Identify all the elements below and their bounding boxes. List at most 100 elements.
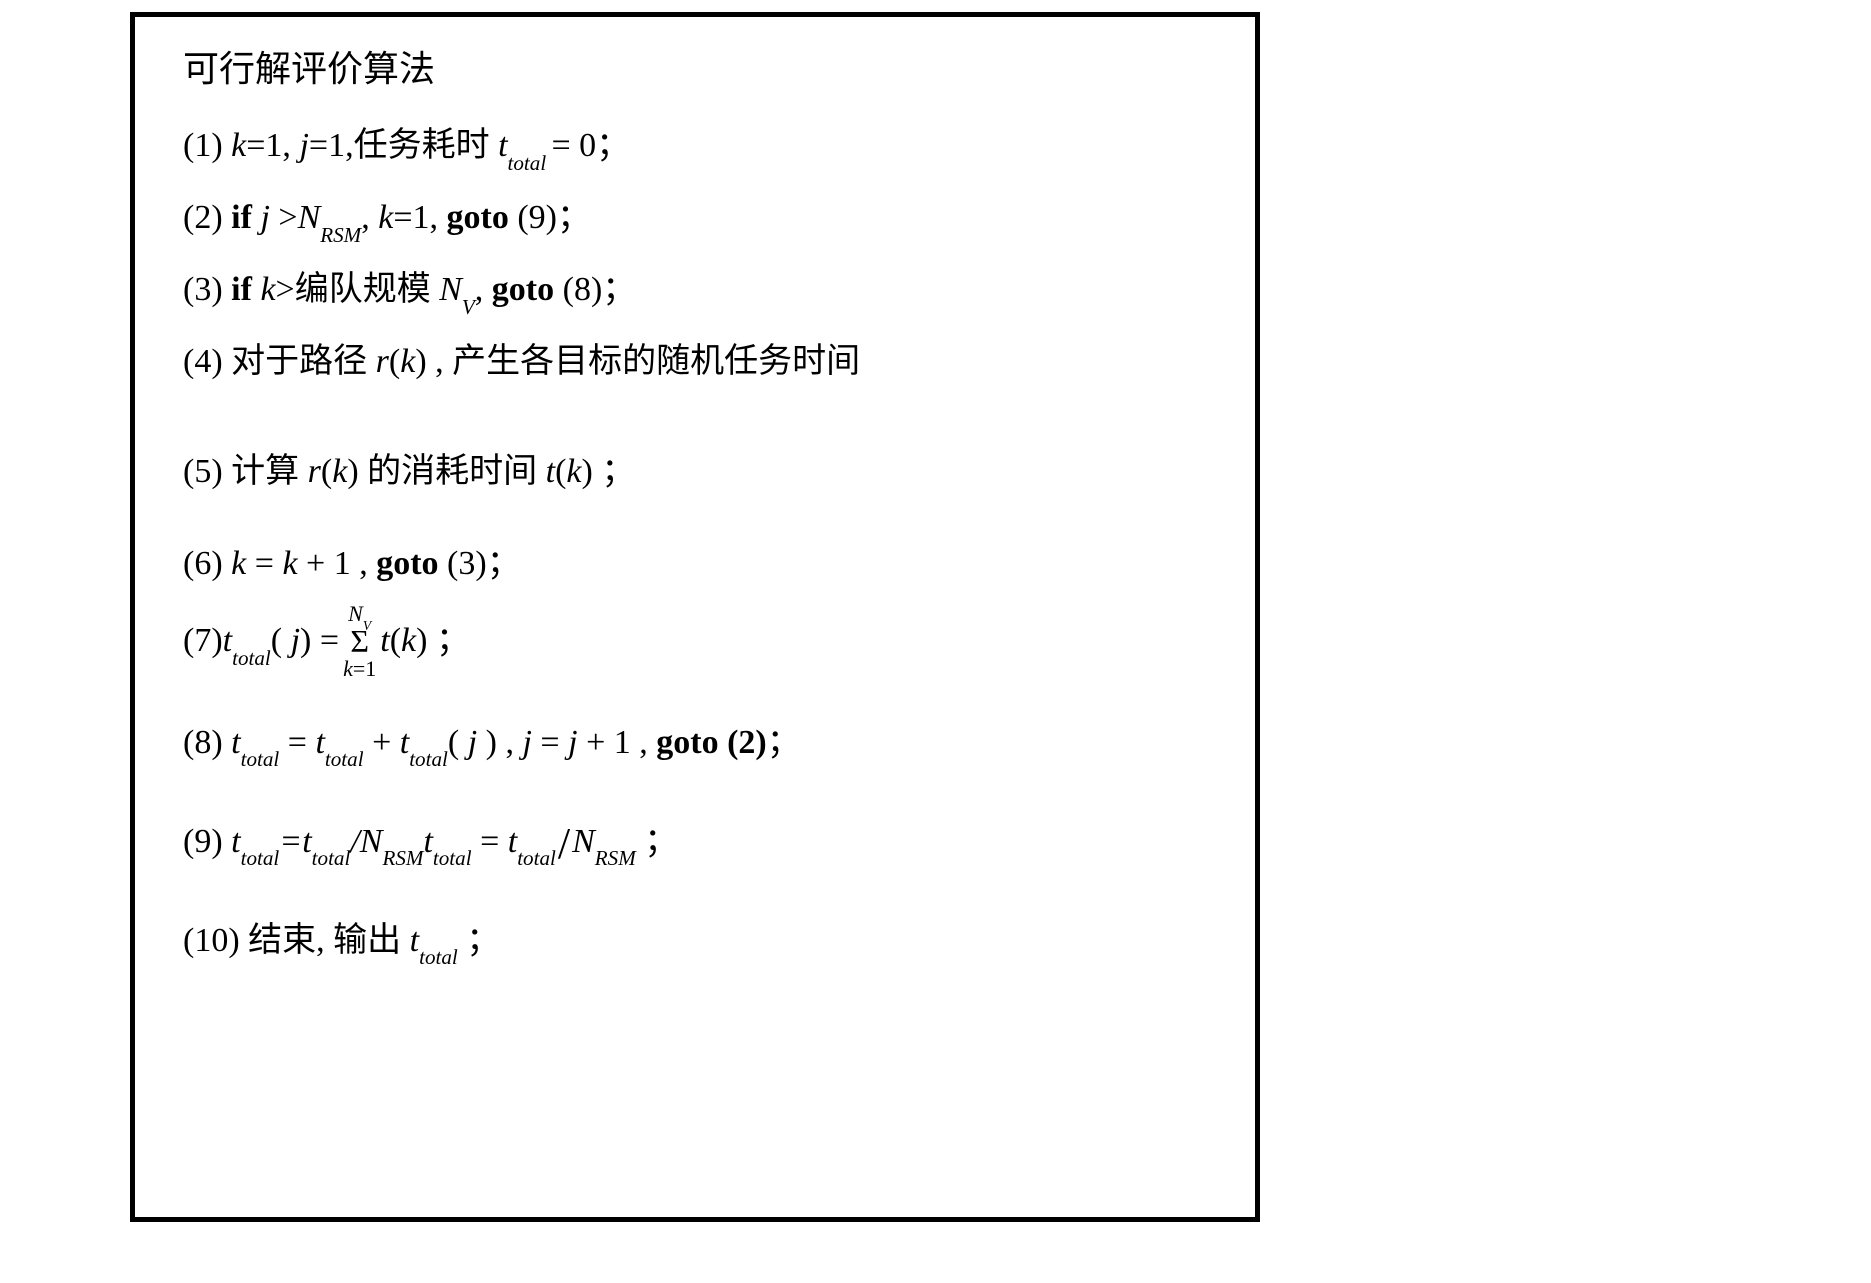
var-t: t	[223, 622, 232, 659]
var-t: t	[508, 823, 517, 860]
var-j: j	[282, 622, 300, 659]
sub-rsm: RSM	[595, 846, 636, 870]
var-t: t	[423, 823, 432, 860]
txt-cn: 任务耗时	[354, 127, 499, 164]
txt: ,	[361, 199, 378, 236]
var-k: k	[260, 271, 275, 308]
var-N: N	[360, 823, 383, 860]
var-k: k	[282, 545, 306, 582]
kw-if: if	[231, 199, 260, 236]
sub-total: total	[433, 846, 472, 870]
var-N: N	[298, 199, 321, 236]
step-9: (9) ttotal=ttotal/NRSMttotal = ttotal/NR…	[183, 822, 1215, 866]
var-N: N	[439, 271, 462, 308]
op-plus: +	[364, 724, 400, 761]
rhs: t(k) ；	[380, 624, 470, 658]
step-5: (5) 计算 r(k) 的消耗时间 t(k) ；	[183, 455, 1215, 489]
txt-cn: 对于路径	[231, 343, 376, 380]
op-big-slash: /	[556, 819, 572, 868]
op-eq: =	[320, 622, 339, 659]
txt: + 1 ,	[586, 724, 656, 761]
var-t: t	[231, 823, 240, 860]
op-slash: /	[350, 823, 359, 860]
paren: (	[271, 622, 282, 659]
txt: = 0；	[551, 127, 630, 164]
paren: )	[347, 453, 367, 490]
summation: NVΣk=1	[343, 603, 376, 680]
step-8: (8) ttotal = ttotal + ttotal( j ) , j = …	[183, 726, 1215, 760]
var-t: t	[400, 724, 409, 761]
step-10: (10) 结束, 输出 ttotal ；	[183, 924, 1215, 958]
sub-total: total	[325, 747, 364, 771]
step-number: (3)	[183, 271, 231, 308]
algorithm-frame: 可行解评价算法 (1) k=1, j=1,任务耗时 ttotal = 0； (2…	[130, 12, 1260, 1222]
sum-lower: k=1	[343, 658, 376, 680]
step-number: (6)	[183, 545, 231, 582]
kw-goto: goto (2)	[656, 724, 766, 761]
var-j: j	[568, 724, 586, 761]
sigma-icon: Σ	[343, 627, 376, 656]
step-6: (6) k = k + 1 , goto (3)；	[183, 547, 1215, 581]
sub-total: total	[241, 747, 280, 771]
var-N: N	[572, 823, 595, 860]
op-eq: =	[540, 724, 568, 761]
var-k: k	[231, 545, 255, 582]
var-t: t	[546, 453, 555, 490]
var-k: k	[400, 343, 415, 380]
op-gt: >	[276, 271, 295, 308]
var-t: t	[231, 724, 240, 761]
step-number: (4)	[183, 343, 231, 380]
kw-if: if	[231, 271, 260, 308]
paren: )	[300, 622, 320, 659]
var-k: k	[343, 656, 353, 681]
op-eq: =	[279, 823, 302, 860]
paren: (	[448, 724, 468, 761]
txt: (8)；	[554, 271, 636, 308]
txt: =1,	[246, 127, 299, 164]
lhs: ttotal( j) =	[223, 624, 339, 658]
step-2: (2) if j >NRSM, k=1, goto (9)；	[183, 201, 1215, 235]
op-eq: =	[472, 823, 508, 860]
op-gt: >	[278, 199, 297, 236]
var-r: r	[308, 453, 321, 490]
step-number: (2)	[183, 199, 231, 236]
txt: (9)；	[509, 199, 591, 236]
paren: )	[416, 622, 436, 659]
txt: =1	[353, 656, 376, 681]
var-j: j	[260, 199, 278, 236]
kw-goto: goto	[492, 271, 554, 308]
var-k: k	[231, 127, 246, 164]
txt: (3)；	[439, 545, 521, 582]
var-k: k	[378, 199, 393, 236]
txt: ,	[475, 271, 492, 308]
var-k: k	[401, 622, 416, 659]
step-3: (3) if k>编队规模 NV, goto (8)；	[183, 273, 1215, 307]
txt-cn: 计算	[231, 453, 308, 490]
paren: (	[389, 343, 400, 380]
sum-upper: NV	[343, 603, 376, 625]
kw-goto: goto	[447, 199, 509, 236]
txt: =1,	[393, 199, 446, 236]
op-eq: =	[255, 545, 283, 582]
var-j: j	[468, 724, 477, 761]
var-k: k	[566, 453, 581, 490]
step-4: (4) 对于路径 r(k) , 产生各目标的随机任务时间	[183, 345, 1215, 379]
algorithm-content: 可行解评价算法 (1) k=1, j=1,任务耗时 ttotal = 0； (2…	[183, 51, 1215, 992]
kw-goto: goto	[376, 545, 438, 582]
var-t: t	[315, 724, 324, 761]
var-t: t	[410, 922, 419, 959]
sub-total: total	[232, 646, 271, 670]
sub-total: total	[241, 846, 280, 870]
var-j: j	[299, 127, 308, 164]
paren: (	[555, 453, 566, 490]
step-number: (10)	[183, 922, 248, 959]
sub-total: total	[517, 846, 556, 870]
semi: ；	[436, 622, 470, 659]
algorithm-title: 可行解评价算法	[183, 51, 1215, 87]
txt-cn: 结束, 输出	[248, 922, 410, 959]
var-k: k	[332, 453, 347, 490]
page: 可行解评价算法 (1) k=1, j=1,任务耗时 ttotal = 0； (2…	[0, 0, 1871, 1283]
var-t: t	[302, 823, 311, 860]
semi: ；	[636, 823, 679, 860]
txt: ) , 产生各目标的随机任务时间	[415, 343, 860, 380]
